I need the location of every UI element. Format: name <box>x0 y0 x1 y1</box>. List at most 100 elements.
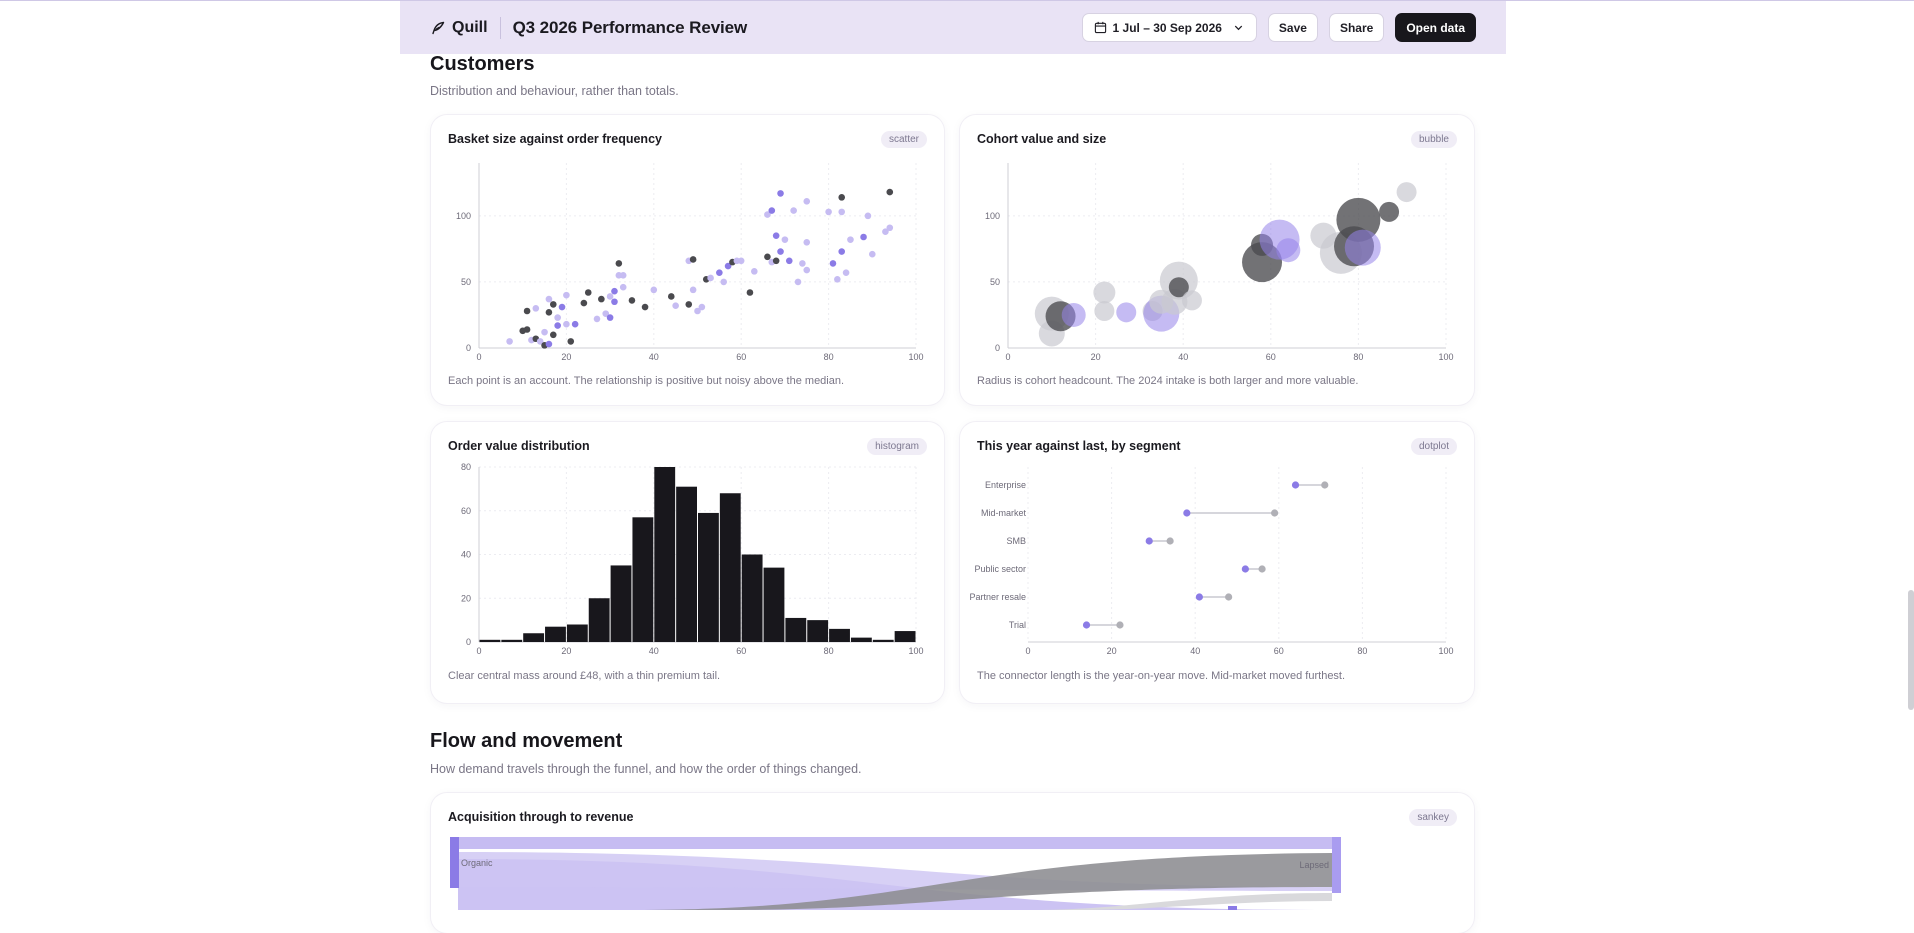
card-caption: Radius is cohort headcount. The 2024 int… <box>977 375 1359 387</box>
y-tick-label: 100 <box>985 211 1000 221</box>
histogram-bar <box>523 633 545 642</box>
this-year-dot <box>1195 593 1203 601</box>
chart-type-badge: scatter <box>880 131 927 148</box>
scatter-point <box>541 328 548 336</box>
scatter-point <box>667 293 675 300</box>
scatter-point <box>847 236 854 243</box>
scatter-point <box>611 298 618 306</box>
category-label: Enterprise <box>985 480 1026 490</box>
bubble-plot: 0 20 40 60 80 100 0 50 100 <box>985 163 1454 362</box>
scatter-point <box>628 297 636 304</box>
share-button[interactable]: Share <box>1328 13 1385 42</box>
histogram-bar <box>785 617 807 642</box>
section-subtitle-customers: Distribution and behaviour, rather than … <box>430 84 679 98</box>
scatter-point <box>737 257 745 265</box>
x-tick-label: 100 <box>1438 646 1453 656</box>
sankey-flow <box>631 853 1332 910</box>
this-year-dot <box>1291 481 1300 489</box>
scatter-point <box>777 248 784 255</box>
x-tick-label: 80 <box>824 352 834 362</box>
scatter-point <box>506 338 513 345</box>
bubble-point <box>1276 238 1301 263</box>
this-year-dot <box>1183 509 1191 517</box>
x-tick-label: 80 <box>1357 646 1367 656</box>
scatter-point <box>746 289 754 296</box>
scatter-point <box>650 286 658 294</box>
scatter-point <box>549 301 557 308</box>
this-year-dot <box>1082 621 1091 629</box>
histogram-bar <box>741 554 763 642</box>
save-button[interactable]: Save <box>1267 13 1318 42</box>
scatter-point <box>764 253 771 261</box>
scatter-point <box>523 326 531 333</box>
card-title: This year against last, by segment <box>977 439 1181 453</box>
y-tick-label: 0 <box>466 637 471 647</box>
x-tick-label: 20 <box>561 646 571 656</box>
y-tick-label: 0 <box>995 343 1000 353</box>
scatter-point <box>772 232 780 239</box>
chevron-down-icon <box>1234 25 1243 31</box>
y-tick-label: 50 <box>990 277 1000 287</box>
scatter-point <box>864 212 872 220</box>
histogram-bar <box>872 639 894 642</box>
card-title: Cohort value and size <box>977 132 1107 146</box>
card-caption: The connector length is the year-on-year… <box>977 670 1346 682</box>
bubble-point <box>1168 277 1189 298</box>
scatter-point <box>602 310 610 317</box>
scatter-point <box>790 207 797 214</box>
bubble-point <box>1061 302 1086 327</box>
this-year-dot <box>1145 537 1153 545</box>
date-range-picker[interactable]: 1 Jul – 30 Sep 2026 <box>1081 13 1257 42</box>
x-tick-label: 60 <box>736 352 746 362</box>
open-data-button[interactable]: Open data <box>1395 13 1476 42</box>
histogram-bar <box>850 637 872 642</box>
header-divider <box>499 16 501 39</box>
calendar-icon <box>1094 21 1106 34</box>
scrollbar-thumb[interactable] <box>1908 590 1914 710</box>
page-title: Q3 2026 Performance Review <box>512 17 748 37</box>
histogram-bar <box>698 512 719 642</box>
sankey-node <box>1332 837 1341 893</box>
category-label: Public sector <box>974 564 1026 574</box>
histogram-bar <box>719 493 741 642</box>
section-title-flow: Flow and movement <box>430 730 623 752</box>
scatter-point <box>580 299 588 307</box>
card-title: Order value distribution <box>448 439 590 453</box>
scatter-point <box>611 287 618 295</box>
sankey-card: Acquisition through to revenue sankey Or… <box>431 793 1474 933</box>
scatter-point <box>834 275 841 283</box>
last-year-dot <box>1321 481 1329 489</box>
x-tick-label: 60 <box>1266 352 1276 362</box>
y-tick-label: 100 <box>456 211 471 221</box>
date-range-label: 1 Jul – 30 Sep 2026 <box>1112 20 1222 35</box>
scatter-card: Basket size against order frequency scat… <box>431 115 944 405</box>
sankey-node-label: Organic <box>461 858 493 868</box>
sankey-node-label: Lapsed <box>1299 860 1329 870</box>
section-subtitle-flow: How demand travels through the funnel, a… <box>430 762 862 776</box>
scatter-point <box>689 256 697 263</box>
scatter-plot: 0 20 40 60 80 100 0 50 100 <box>456 163 924 362</box>
brand[interactable]: Quill <box>430 19 488 37</box>
scatter-point <box>545 309 553 316</box>
scatter-point <box>672 302 679 310</box>
brand-name: Quill <box>452 18 488 36</box>
x-tick-label: 80 <box>1353 352 1363 362</box>
scatter-point <box>606 293 614 300</box>
app-header: Quill Q3 2026 Performance Review 1 Jul –… <box>400 1 1506 54</box>
y-tick-label: 40 <box>461 550 471 560</box>
scatter-point <box>558 303 566 311</box>
scatter-point <box>803 198 811 205</box>
scatter-point <box>777 190 784 197</box>
card-title: Basket size against order frequency <box>448 132 662 146</box>
chart-type-badge: histogram <box>867 438 927 455</box>
scatter-point <box>694 307 701 315</box>
last-year-dot <box>1271 509 1279 517</box>
scatter-point <box>842 269 850 276</box>
bubble-point <box>1093 281 1116 304</box>
scatter-point <box>554 314 561 321</box>
scatter-point <box>571 320 579 328</box>
x-tick-label: 20 <box>1107 646 1117 656</box>
scatter-point <box>563 320 570 328</box>
bubble-point <box>1379 201 1400 222</box>
histogram-bar <box>610 565 632 642</box>
